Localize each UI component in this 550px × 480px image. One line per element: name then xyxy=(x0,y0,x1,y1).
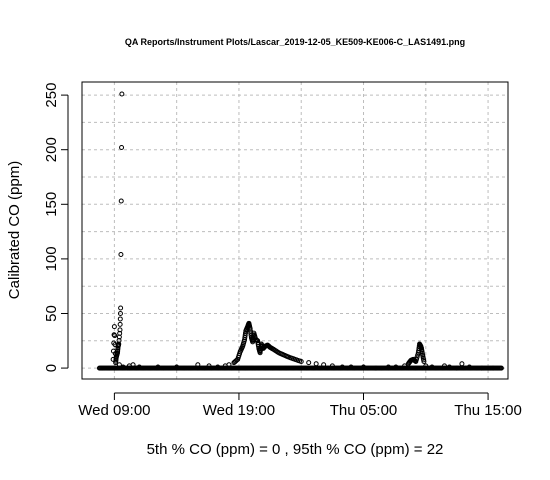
data-point xyxy=(321,362,327,368)
chart-title: QA Reports/Instrument Plots/Lascar_2019-… xyxy=(125,37,465,47)
data-point xyxy=(130,362,136,368)
data-point xyxy=(117,310,123,316)
data-point xyxy=(174,364,180,370)
data-point xyxy=(454,365,460,371)
data-point xyxy=(297,358,303,364)
y-tick-label: 0 xyxy=(43,364,60,372)
data-point xyxy=(466,364,472,370)
y-tick-label: 100 xyxy=(43,246,60,271)
y-axis: 0 50 100 150 200 250 xyxy=(43,83,69,372)
x-tick-label: Thu 05:00 xyxy=(330,402,398,419)
data-point xyxy=(490,365,496,371)
data-point xyxy=(226,362,232,368)
data-point xyxy=(239,345,245,351)
data-point xyxy=(339,364,345,370)
data-point xyxy=(479,365,485,371)
data-point xyxy=(423,363,429,369)
data-point xyxy=(361,364,367,370)
data-point xyxy=(111,324,117,330)
data-point xyxy=(414,354,420,360)
data-point xyxy=(429,364,435,370)
data-point xyxy=(233,358,239,364)
data-point xyxy=(215,364,221,370)
data-point xyxy=(290,356,296,362)
data-point xyxy=(413,356,419,362)
data-point xyxy=(117,316,123,322)
data-point xyxy=(136,364,142,370)
percentile-footer: 5th % CO (ppm) = 0 , 95th % CO (ppm) = 2… xyxy=(147,441,444,458)
data-point xyxy=(117,321,123,327)
data-point xyxy=(242,330,248,336)
data-point xyxy=(446,364,452,370)
x-axis: Wed 09:00 Wed 19:00 Thu 05:00 Thu 15:00 xyxy=(78,392,522,419)
data-point xyxy=(118,252,124,258)
x-tick-label: Wed 09:00 xyxy=(78,402,150,419)
data-point xyxy=(421,357,427,363)
data-point xyxy=(402,363,408,369)
data-point xyxy=(118,305,124,311)
y-tick-label: 250 xyxy=(43,83,60,108)
y-tick-label: 50 xyxy=(43,305,60,322)
data-point xyxy=(459,361,465,367)
data-point xyxy=(206,363,212,369)
data-point xyxy=(348,364,354,370)
x-tick-label: Wed 19:00 xyxy=(203,402,275,419)
data-point xyxy=(112,333,118,339)
data-point xyxy=(242,332,248,338)
data-point xyxy=(373,365,379,371)
data-point xyxy=(116,362,122,368)
data-point xyxy=(195,362,201,368)
data-point xyxy=(115,345,121,351)
data-point xyxy=(119,91,125,97)
y-tick-label: 200 xyxy=(43,137,60,162)
data-point xyxy=(441,363,447,369)
grid xyxy=(82,82,508,379)
data-points xyxy=(96,91,504,371)
data-point xyxy=(275,349,281,355)
data-point xyxy=(119,145,125,151)
data-point xyxy=(419,350,425,356)
data-point xyxy=(329,363,335,369)
data-point xyxy=(120,364,126,370)
data-point xyxy=(393,364,399,370)
plot-frame xyxy=(81,81,509,380)
data-point xyxy=(385,364,391,370)
data-point xyxy=(285,354,291,360)
data-point xyxy=(415,352,421,358)
data-point xyxy=(306,360,312,366)
y-axis-label: Calibrated CO (ppm) xyxy=(6,161,23,299)
data-point xyxy=(313,361,319,367)
data-point xyxy=(118,198,124,204)
y-tick-label: 150 xyxy=(43,192,60,217)
data-point xyxy=(498,365,504,371)
data-point xyxy=(155,364,161,370)
x-tick-label: Thu 15:00 xyxy=(454,402,522,419)
data-point xyxy=(117,330,123,336)
